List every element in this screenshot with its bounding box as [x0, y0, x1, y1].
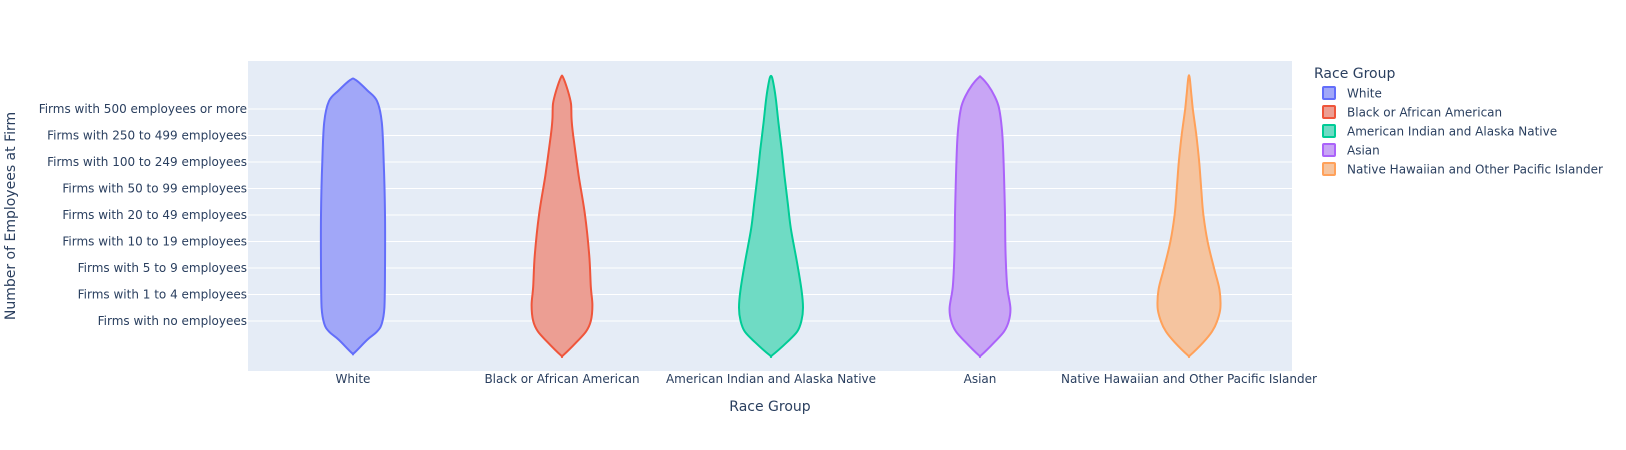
y-tick-label: Firms with 500 employees or more — [39, 102, 247, 116]
y-tick-label: Firms with 1 to 4 employees — [78, 288, 247, 302]
x-tick-label: Asian — [964, 372, 997, 386]
y-tick-label: Firms with 250 to 499 employees — [47, 129, 247, 143]
x-tick-label: American Indian and Alaska Native — [666, 372, 876, 386]
violin-native-hawaiian-and-other-pacific-islander[interactable] — [1156, 74, 1222, 359]
legend-item[interactable]: White — [1322, 86, 1382, 101]
y-tick-label: Firms with 10 to 19 employees — [62, 235, 247, 249]
x-axis-title: Race Group — [729, 399, 810, 415]
legend-label: American Indian and Alaska Native — [1347, 125, 1557, 139]
legend-item[interactable]: Asian — [1322, 143, 1380, 158]
x-tick-labels: White Black or African American American I… — [336, 372, 1317, 386]
violin-black-or-african-american[interactable] — [530, 74, 594, 359]
violin-white[interactable] — [319, 77, 387, 356]
legend-swatch — [1322, 86, 1336, 100]
legend-label: Native Hawaiian and Other Pacific Island… — [1347, 163, 1603, 177]
y-axis-title: Number of Employees at Firm — [3, 112, 19, 320]
legend-title: Race Group — [1314, 66, 1395, 82]
legend-label: Black or African American — [1347, 106, 1502, 120]
y-tick-label: Firms with 50 to 99 employees — [62, 182, 247, 196]
y-tick-labels: Firms with no employees Firms with 1 to 4… — [39, 102, 247, 328]
legend-swatch — [1322, 105, 1336, 119]
y-tick-label: Firms with 100 to 249 employees — [47, 155, 247, 169]
y-tick-label: Firms with 5 to 9 employees — [78, 261, 247, 275]
legend-swatch — [1322, 162, 1336, 176]
y-tick-label: Firms with no employees — [98, 314, 247, 328]
legend-items: White Black or African American American I… — [1322, 86, 1603, 177]
x-tick-label: White — [336, 372, 371, 386]
legend-swatch — [1322, 124, 1336, 138]
violin-asian[interactable] — [948, 75, 1012, 359]
legend-swatch — [1322, 143, 1336, 157]
violin-american-indian-and-alaska-native[interactable] — [737, 74, 805, 359]
legend-label: Asian — [1347, 144, 1380, 158]
legend-item[interactable]: Black or African American — [1322, 105, 1502, 120]
violins[interactable] — [319, 74, 1222, 359]
legend: Race Group White Black or African America… — [1314, 66, 1603, 177]
y-tick-label: Firms with 20 to 49 employees — [62, 208, 247, 222]
legend-label: White — [1347, 87, 1382, 101]
legend-item[interactable]: American Indian and Alaska Native — [1322, 124, 1557, 139]
plot-area — [248, 61, 1292, 371]
x-tick-label: Black or African American — [484, 372, 639, 386]
legend-item[interactable]: Native Hawaiian and Other Pacific Island… — [1322, 162, 1603, 177]
x-tick-label: Native Hawaiian and Other Pacific Island… — [1061, 372, 1317, 386]
